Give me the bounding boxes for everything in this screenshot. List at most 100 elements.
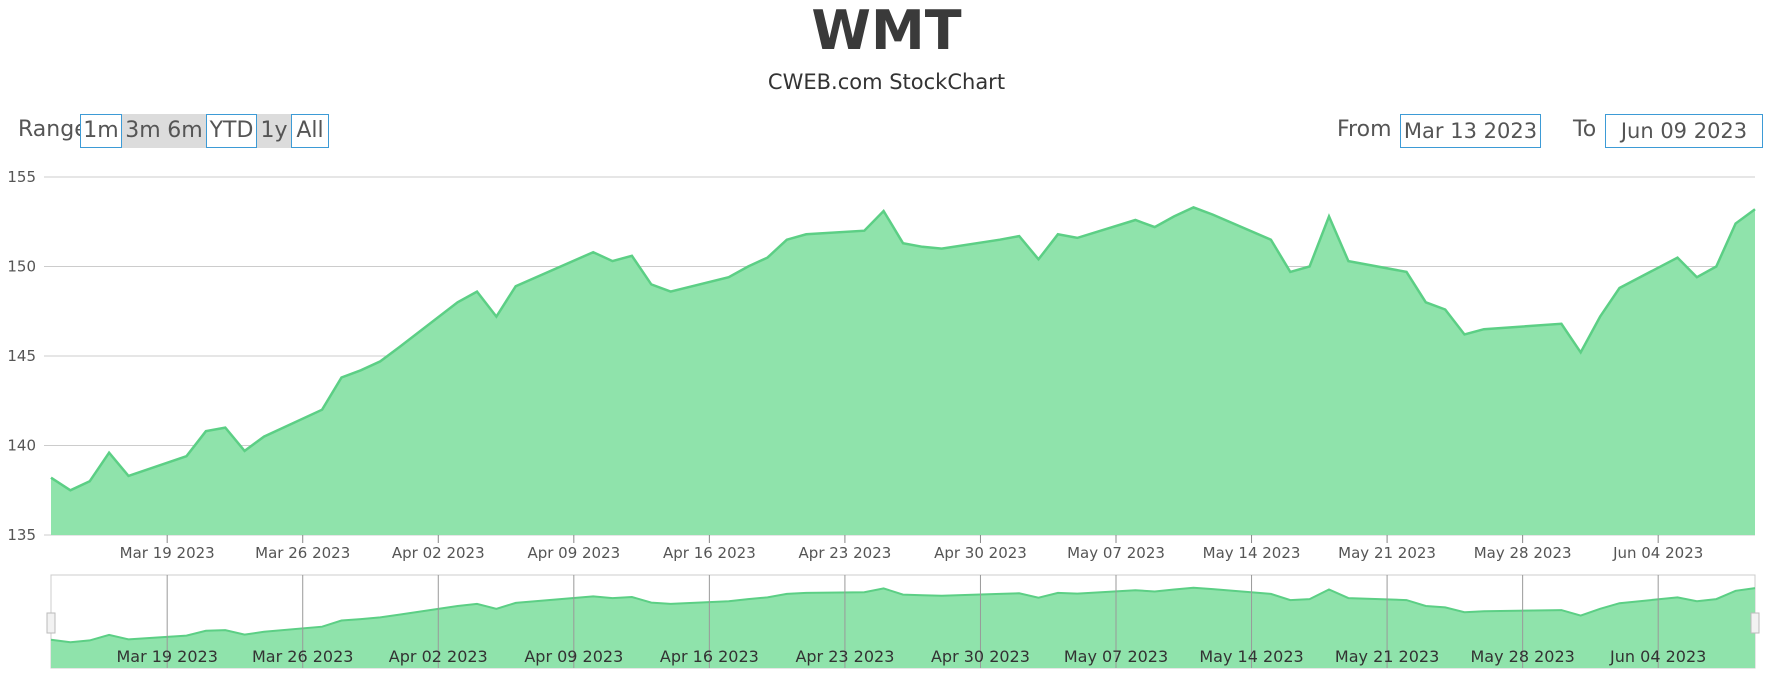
data-point[interactable]: 2023-04-06: 148.9 [514,284,518,288]
data-point[interactable]: 2023-04-10: 150.8 [591,250,595,254]
data-point[interactable]: 2023-05-08: 152.6 [1133,218,1137,222]
stock-chart[interactable]: 135 140 145 150 155 Mar 19 2023 Mar 26 2023 Apr… [0,160,1773,675]
data-point[interactable]: 2023-06-08: 152.4 [1734,222,1738,226]
data-point[interactable]: 2023-05-04: 151.8 [1056,232,1060,236]
x-tick-label: May 21 2023 [1338,544,1436,562]
data-point[interactable]: 2023-05-16: 149.7 [1288,270,1292,274]
navigator-area [51,587,1755,668]
chart-subtitle: CWEB.com StockChart [767,70,1006,94]
data-point[interactable]: 2023-05-02: 151.7 [1017,234,1021,238]
range-1m-button[interactable]: 1m [80,114,122,148]
navigator-tick-label: May 21 2023 [1335,647,1439,666]
range-6m-button[interactable]: 6m [164,114,206,148]
x-tick-label: May 14 2023 [1203,544,1301,562]
data-point[interactable]: 2023-05-25: 146.2 [1463,333,1467,337]
navigator-tick-label: May 28 2023 [1470,647,1574,666]
data-point[interactable]: 2023-05-05: 151.6 [1075,236,1079,240]
data-point[interactable]: 2023-06-07: 150 [1714,265,1718,269]
data-point[interactable]: 2023-05-17: 150 [1308,265,1312,269]
data-point[interactable]: 2023-04-03: 148 [456,300,460,304]
data-point[interactable]: 2023-04-14: 148.6 [669,290,673,294]
navigator-tick-label: Mar 26 2023 [252,647,353,666]
chart-title: WMT [811,0,962,62]
data-point[interactable]: 2023-05-23: 148 [1424,300,1428,304]
navigator-tick-label: May 07 2023 [1064,647,1168,666]
data-point[interactable]: 2023-06-02: 148.8 [1618,286,1622,290]
to-date-input[interactable] [1605,114,1763,148]
navigator-right-handle[interactable] [1750,612,1760,634]
data-point[interactable]: 2023-04-25: 153.1 [882,209,886,213]
data-point[interactable]: 2023-03-23: 139.7 [243,449,247,453]
data-point[interactable]: 2023-04-17: 149.4 [727,275,731,279]
data-point[interactable]: 2023-03-22: 141 [223,426,227,430]
navigator-tick-label: Jun 04 2023 [1609,647,1706,666]
data-point[interactable]: 2023-03-30: 144.7 [378,359,382,363]
navigator-tick-label: Apr 30 2023 [931,647,1030,666]
data-point[interactable]: 2023-05-09: 152.2 [1153,225,1157,229]
data-point[interactable]: 2023-03-16: 139.6 [107,451,111,455]
data-point[interactable]: 2023-03-28: 143.8 [340,376,344,380]
range-all-button[interactable]: All [291,114,329,148]
data-point[interactable]: 2023-06-05: 150.5 [1676,256,1680,260]
data-point[interactable]: 2023-03-27: 142 [320,408,324,412]
price-area [51,207,1755,535]
data-point[interactable]: 2023-03-14: 137.5 [68,488,72,492]
data-point[interactable]: 2023-05-12: 152.9 [1211,213,1215,217]
navigator-tick-label: Apr 09 2023 [524,647,623,666]
data-point[interactable]: 2023-03-15: 138 [88,479,92,483]
range-label: Range [18,117,88,142]
data-point[interactable]: 2023-04-27: 151.1 [920,245,924,249]
data-point[interactable]: 2023-03-21: 140.8 [204,429,208,433]
data-point[interactable]: 2023-03-29: 144.2 [359,368,363,372]
data-point[interactable]: 2023-03-24: 140.5 [262,435,266,439]
data-point[interactable]: 2023-05-22: 149.7 [1405,270,1409,274]
range-ytd-button[interactable]: YTD [206,114,257,148]
data-point[interactable]: 2023-04-12: 150.6 [630,254,634,258]
y-tick-label: 155 [7,168,36,186]
y-tick-label: 145 [7,347,36,365]
data-point[interactable]: 2023-04-04: 148.6 [475,290,479,294]
data-point[interactable]: 2023-05-19: 150.3 [1346,259,1350,263]
to-label: To [1573,117,1597,142]
data-point[interactable]: 2023-06-09: 153.2 [1753,207,1757,211]
data-point[interactable]: 2023-03-20: 139.4 [185,454,189,458]
data-point[interactable]: 2023-05-11: 153.3 [1192,205,1196,209]
data-point[interactable]: 2023-05-03: 150.4 [1037,257,1041,261]
data-point[interactable]: 2023-04-21: 151.8 [804,232,808,236]
x-tick-label: Apr 30 2023 [934,544,1027,562]
data-point[interactable]: 2023-05-10: 152.8 [1172,214,1176,218]
data-point[interactable]: 2023-04-05: 147.2 [494,315,498,319]
navigator-tick-label: May 14 2023 [1199,647,1303,666]
data-point[interactable]: 2023-06-01: 147.2 [1598,315,1602,319]
range-1y-button[interactable]: 1y [257,114,291,148]
x-tick-label: Mar 19 2023 [120,544,215,562]
range-3m-button[interactable]: 3m [122,114,164,148]
data-point[interactable]: 2023-04-13: 149 [649,282,653,286]
x-tick-label: May 07 2023 [1067,544,1165,562]
data-point[interactable]: 2023-05-15: 151.5 [1269,238,1273,242]
data-point[interactable]: 2023-05-24: 147.6 [1443,308,1447,312]
price-line [50,206,1756,492]
data-point[interactable]: 2023-04-19: 150.5 [766,256,770,260]
data-point[interactable]: 2023-05-01: 151.5 [998,238,1002,242]
data-point[interactable]: 2023-04-24: 152 [862,229,866,233]
data-point[interactable]: 2023-06-06: 149.4 [1695,275,1699,279]
data-point[interactable]: 2023-05-26: 146.5 [1482,327,1486,331]
data-point[interactable]: 2023-04-20: 151.5 [785,238,789,242]
data-point[interactable]: 2023-05-18: 152.8 [1327,214,1331,218]
data-point[interactable]: 2023-04-26: 151.3 [901,241,905,245]
from-label: From [1337,117,1392,142]
x-tick-label: Apr 23 2023 [799,544,892,562]
data-point[interactable]: 2023-05-31: 145.2 [1579,350,1583,354]
navigator-tick-label: Mar 19 2023 [116,647,217,666]
navigator-left-handle[interactable] [46,612,56,634]
data-point[interactable]: 2023-04-28: 151 [940,247,944,251]
data-point[interactable]: 2023-04-11: 150.3 [611,259,615,263]
from-date-input[interactable] [1400,114,1541,148]
data-point[interactable]: 2023-03-17: 138.3 [127,474,131,478]
data-point[interactable]: 2023-03-13: 138.2 [49,476,53,480]
data-point[interactable]: 2023-04-18: 150 [746,265,750,269]
x-tick-label: Apr 09 2023 [527,544,620,562]
data-point[interactable]: 2023-03-31: 145.5 [398,345,402,349]
data-point[interactable]: 2023-05-30: 146.8 [1559,322,1563,326]
